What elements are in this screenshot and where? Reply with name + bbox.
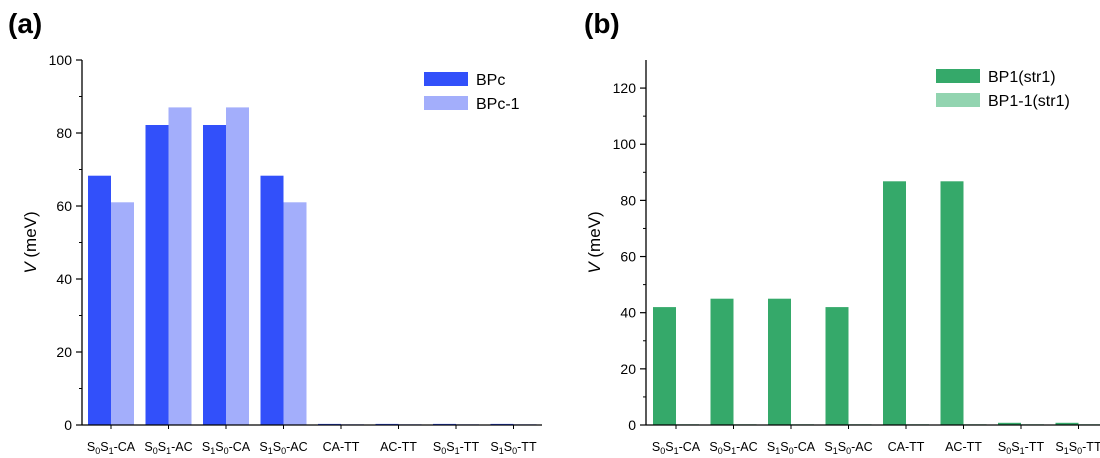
y-tick-label-20: 20 xyxy=(620,361,636,377)
x-tick-label-8: S1S0-TT xyxy=(1055,440,1100,456)
bar-2-1 xyxy=(111,202,134,425)
y-tick-label-0: 0 xyxy=(64,417,72,433)
legend-swatch-2 xyxy=(936,93,980,107)
bar-1-4 xyxy=(825,307,849,425)
legend-label-1: BPc xyxy=(476,72,505,89)
y-tick-label-40: 40 xyxy=(56,271,72,287)
legend-label-2: BP1-1(str1) xyxy=(988,93,1070,110)
legend-label-1: BP1(str1) xyxy=(988,69,1056,86)
panel-label-a: (a) xyxy=(8,8,43,39)
bar-2-3 xyxy=(226,107,249,426)
x-tick-label-3: S1S0-CA xyxy=(202,440,251,456)
x-tick-label-6: AC-TT xyxy=(380,440,417,454)
bar-1-8 xyxy=(1055,422,1079,425)
bar-2-4 xyxy=(283,202,307,425)
bar-1-5 xyxy=(883,181,906,425)
y-axis-label: V (meV) xyxy=(585,211,604,273)
legend-swatch-2 xyxy=(424,96,468,110)
bar-2-2 xyxy=(168,107,192,426)
panel-label-b: (b) xyxy=(584,8,620,39)
y-tick-label-100: 100 xyxy=(49,52,73,68)
x-tick-label-8: S1S0-TT xyxy=(490,440,537,456)
x-tick-label-2: S0S1-AC xyxy=(144,440,192,456)
bar-1-3 xyxy=(203,125,226,425)
chart-panel-a: 0 20 40 60 80 100 V (meV) S0S1-CA S0S1-AC S1S0-CA… xyxy=(21,52,542,456)
x-tick-label-7: S0S1-TT xyxy=(998,440,1045,456)
bar-1-7 xyxy=(998,422,1021,425)
bar-1-6 xyxy=(940,181,964,425)
x-tick-label-2: S0S1-AC xyxy=(709,440,757,456)
y-tick-label-80: 80 xyxy=(620,192,636,208)
bar-1-2 xyxy=(710,298,734,425)
y-tick-label-120: 120 xyxy=(613,80,637,96)
bar-1-1 xyxy=(653,307,676,425)
x-tick-label-6: AC-TT xyxy=(945,440,982,454)
x-tick-label-4: S1S0-AC xyxy=(259,440,307,456)
y-tick-label-20: 20 xyxy=(56,344,72,360)
legend-swatch-1 xyxy=(424,72,468,86)
x-tick-label-4: S1S0-AC xyxy=(824,440,872,456)
y-tick-label-80: 80 xyxy=(56,125,72,141)
x-tick-label-1: S0S1-CA xyxy=(87,440,136,456)
y-axis-label: V (meV) xyxy=(21,211,40,273)
y-tick-label-40: 40 xyxy=(620,305,636,321)
bar-1-1 xyxy=(88,175,111,425)
x-tick-label-1: S0S1-CA xyxy=(652,440,701,456)
x-tick-label-5: CA-TT xyxy=(323,440,360,454)
y-tick-label-100: 100 xyxy=(613,136,637,152)
y-tick-label-60: 60 xyxy=(620,249,636,265)
bar-1-2 xyxy=(145,125,169,425)
y-tick-label-0: 0 xyxy=(628,417,636,433)
legend-label-2: BPc-1 xyxy=(476,96,520,113)
x-tick-label-5: CA-TT xyxy=(888,440,925,454)
legend-swatch-1 xyxy=(936,69,980,83)
x-tick-label-7: S0S1-TT xyxy=(433,440,480,456)
bar-1-4 xyxy=(260,175,284,425)
bar-1-3 xyxy=(768,298,791,425)
chart-panel-b: 0 20 40 60 80 100 120 V (meV) S0S1-CA S0S1-AC S1S0… xyxy=(585,60,1100,456)
x-tick-label-3: S1S0-CA xyxy=(767,440,816,456)
y-tick-label-60: 60 xyxy=(56,198,72,214)
